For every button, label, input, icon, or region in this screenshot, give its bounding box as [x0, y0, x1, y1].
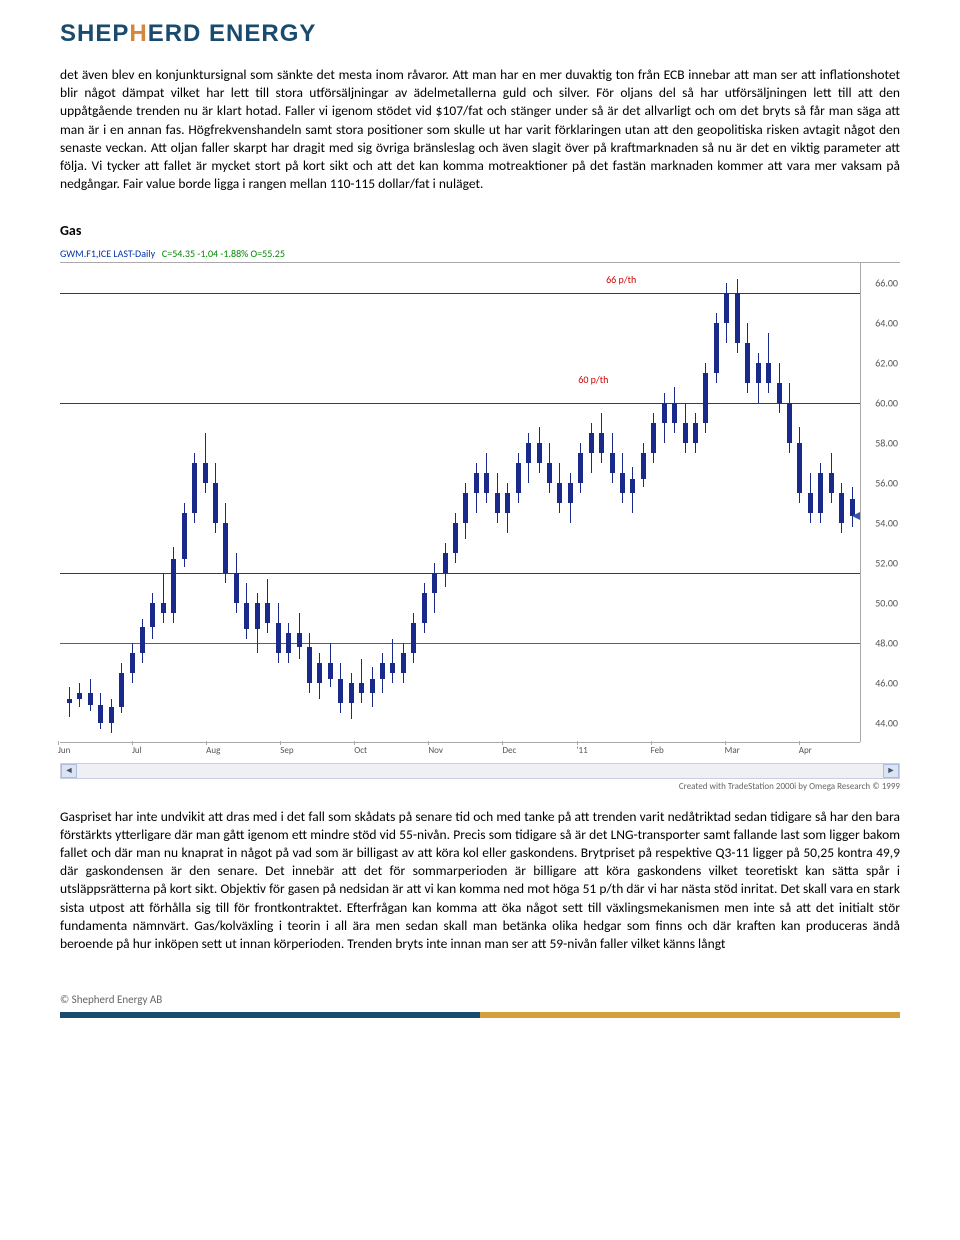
- gas-chart: GWM.F1,ICE LAST-Daily C=54.35 -1.04 -1.8…: [60, 245, 900, 794]
- section-title-gas: Gas: [60, 222, 900, 239]
- scroll-right-button[interactable]: ►: [883, 764, 899, 778]
- paragraph-gas: Gaspriset har inte undvikit att dras med…: [60, 808, 900, 954]
- company-logo: SHEPHERD ENERGY: [60, 20, 900, 48]
- page-footer: © Shepherd Energy AB: [60, 993, 900, 1018]
- chart-header: GWM.F1,ICE LAST-Daily C=54.35 -1.04 -1.8…: [60, 245, 900, 262]
- footer-rule: [60, 1012, 900, 1018]
- paragraph-oil: det även blev en konjunktursignal som sä…: [60, 66, 900, 194]
- chart-scrollbar[interactable]: ◄ ►: [60, 763, 900, 779]
- chart-plot: 66 p/th60 p/th: [60, 263, 860, 742]
- chart-footer: Created with TradeStation 2000i by Omega…: [60, 779, 900, 794]
- chart-y-axis: 44.0046.0048.0050.0052.0054.0056.0058.00…: [860, 263, 900, 742]
- chart-x-axis: JunJulAugSepOctNovDec'11FebMarApr: [60, 742, 860, 762]
- scroll-left-button[interactable]: ◄: [61, 764, 77, 778]
